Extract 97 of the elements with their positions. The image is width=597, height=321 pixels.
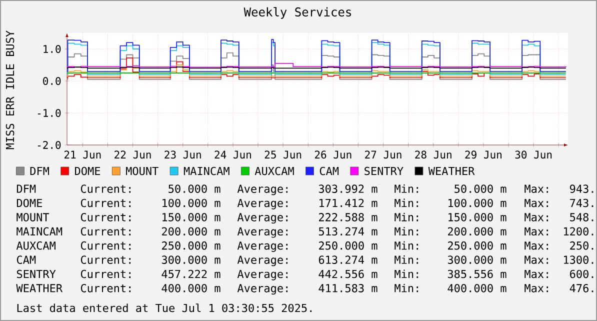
text: 613.274 m <box>318 256 378 264</box>
text: 100.000 m <box>162 198 220 208</box>
text: 548. <box>570 213 594 222</box>
x-tick-label: 21 Jun <box>64 150 101 159</box>
text: 513.274 m <box>318 227 378 236</box>
text: Average: <box>237 184 288 196</box>
x-tick-label: 25 Jun <box>264 150 302 159</box>
text: SENTRY <box>16 270 56 278</box>
text: Current: <box>80 256 131 264</box>
text: 200.000 m <box>162 227 220 236</box>
x-tick-label: 27 Jun <box>365 150 402 159</box>
text: Max: <box>524 184 548 193</box>
text: Average: <box>237 242 288 252</box>
text: CAM <box>16 256 36 264</box>
x-tick-label: 26 Jun <box>314 150 352 159</box>
text: Average: <box>237 284 288 295</box>
text: Min: <box>394 184 418 193</box>
text: 250. <box>570 241 594 250</box>
text: Current: <box>80 184 131 193</box>
text: Max: <box>524 227 548 236</box>
text: 1300. <box>564 256 594 264</box>
x-tick-label: 28 Jun <box>415 150 452 159</box>
text: 411.583 m <box>318 284 378 292</box>
y-tick-label: -2.0 <box>38 141 61 149</box>
text: 150.000 m <box>448 213 506 222</box>
text: 250.000 m <box>319 241 378 250</box>
text: Current: <box>80 270 131 278</box>
text: Max: <box>524 198 548 208</box>
text: Min: <box>394 227 418 236</box>
text: 743. <box>570 198 594 208</box>
legend-label: AUXCAM <box>254 166 294 176</box>
legend-label: DOME <box>75 166 100 176</box>
text: 476. <box>570 284 594 292</box>
text: Average: <box>237 227 288 238</box>
text: 1200. <box>564 227 594 236</box>
legend-label: CAM <box>320 166 339 176</box>
text: Max: <box>524 270 548 278</box>
text: Current: <box>80 213 131 222</box>
text: Max: <box>524 284 548 292</box>
text: 50.000 m <box>168 184 220 193</box>
legend-label: DFM <box>30 166 50 175</box>
y-axis-title: MISS ERR IDLE BUSY <box>6 30 14 150</box>
x-tick-label: 22 Jun <box>114 150 151 159</box>
y-tick-label: -1.0 <box>38 109 61 117</box>
text: 303.992 m <box>318 184 378 193</box>
text: Current: <box>80 284 131 292</box>
text: Min: <box>394 255 418 264</box>
x-tick-label: 30 Jun <box>515 150 552 159</box>
text: Average: <box>237 213 288 224</box>
text: 300.000 m <box>162 256 220 264</box>
text: Current: <box>80 241 131 250</box>
text: 400.000 m <box>448 284 506 292</box>
text: 442.556 m <box>318 270 378 278</box>
text: Last data entered at Tue Jul 1 03:30:55 2025. <box>17 304 312 312</box>
chart-title: Weekly Services <box>244 7 351 19</box>
text: Average: <box>237 256 288 266</box>
text: 100.000 m <box>448 198 506 208</box>
text: DFM <box>16 184 36 193</box>
y-tick-label: 0.0 <box>43 77 61 85</box>
legend-label: MOUNT <box>126 166 158 176</box>
text: Current: <box>80 198 131 208</box>
text: 250.000 m <box>448 241 506 250</box>
text: DOME <box>16 198 42 208</box>
legend-label: WEATHER <box>428 166 475 175</box>
text: Min: <box>394 270 418 278</box>
text: MOUNT <box>16 213 50 222</box>
x-tick-label: 29 Jun <box>465 150 502 159</box>
text: Min: <box>394 212 418 222</box>
text: 222.588 m <box>319 213 378 222</box>
text: 171.412 m <box>320 198 378 207</box>
text: Max: <box>524 213 548 222</box>
text: Average: <box>237 198 288 210</box>
text: Max: <box>524 256 548 264</box>
text: 400.000 m <box>162 284 220 292</box>
text: 150.000 m <box>162 213 220 222</box>
text: 300.000 m <box>448 256 506 264</box>
legend-label: MAINCAM <box>184 166 230 176</box>
text: Max: <box>524 242 548 250</box>
text: WEATHER <box>16 284 63 292</box>
legend-label: SENTRY <box>364 166 404 176</box>
text: 250.000 m <box>162 241 220 250</box>
x-tick-label: 24 Jun <box>214 150 251 159</box>
text: Min: <box>394 284 418 292</box>
text: 600. <box>570 270 594 278</box>
text: 943. <box>570 184 594 193</box>
text: AUXCAM <box>16 241 56 250</box>
text: 385.556 m <box>448 270 506 278</box>
text: Min: <box>394 241 418 250</box>
text: Average: <box>237 270 288 280</box>
text: Min: <box>394 198 418 207</box>
text: 200.000 m <box>448 227 506 236</box>
text: 50.000 m <box>454 184 506 193</box>
text: MAINCAM <box>16 227 62 236</box>
text: Current: <box>80 227 131 236</box>
y-tick-label: 1.0 <box>44 45 61 53</box>
x-tick-label: 23 Jun <box>164 150 201 159</box>
text: 457.222 m <box>162 270 220 278</box>
